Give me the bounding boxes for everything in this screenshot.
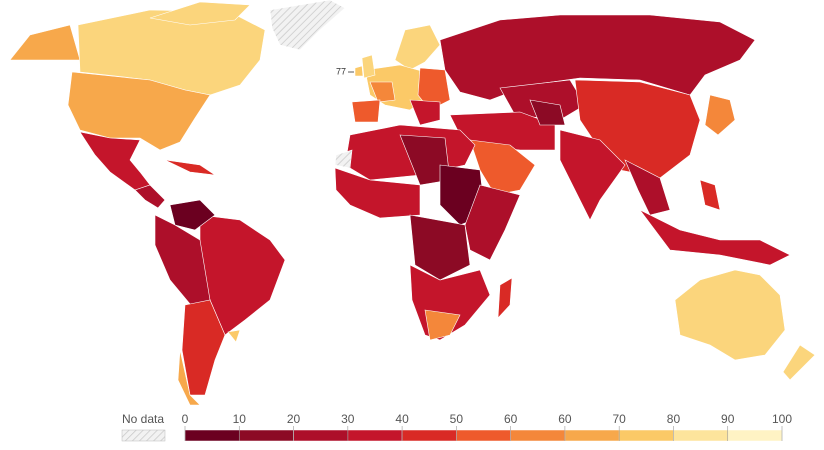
legend-swatch [347, 429, 403, 442]
philippines [699, 179, 721, 211]
legend-tick-label: 0 [182, 412, 189, 426]
caribbean [164, 159, 216, 176]
greenland [269, 0, 346, 51]
legend-swatch [184, 429, 240, 442]
legend-tick-label: 10 [233, 412, 247, 426]
central-america [134, 184, 166, 209]
balkans [409, 99, 441, 126]
legend-tick-label: 20 [287, 412, 301, 426]
legend: No data 0 10 20 30 40 50 60 60 70 80 90 100 [121, 412, 792, 442]
legend-swatch [673, 429, 728, 442]
legend-tick-label: 90 [721, 412, 735, 426]
japan [704, 94, 736, 136]
no-data-swatch [121, 429, 166, 442]
legend-swatch [401, 429, 457, 442]
south-africa [424, 309, 461, 341]
venezuela [169, 199, 216, 231]
legend-swatch [293, 429, 349, 442]
legend-tick-label: 40 [395, 412, 409, 426]
uruguay [227, 329, 241, 343]
central-asia [499, 79, 586, 121]
legend-swatch [618, 429, 674, 442]
no-data-label: No data [122, 412, 164, 426]
legend-swatch [456, 429, 511, 442]
legend-tick-label: 80 [667, 412, 681, 426]
central-africa [409, 214, 471, 281]
alaska [9, 24, 81, 61]
west-africa [334, 167, 421, 219]
southeast-asia [624, 159, 671, 216]
madagascar [497, 277, 513, 319]
france [369, 81, 396, 103]
legend-swatch [727, 429, 783, 442]
scandinavia [394, 24, 441, 71]
map-annotation: 77 [336, 66, 346, 76]
legend-swatch [510, 429, 566, 442]
legend-tick-label: 60 [558, 412, 572, 426]
mexico [79, 131, 151, 191]
uk [361, 54, 376, 79]
legend-swatch [564, 429, 620, 442]
india [559, 129, 626, 221]
new-zealand [782, 344, 816, 381]
afghanistan [529, 99, 566, 126]
legend-tick-label: 30 [341, 412, 355, 426]
countries [9, 0, 816, 406]
western-sahara [334, 149, 353, 169]
legend-tick-label: 60 [504, 412, 518, 426]
usa [67, 71, 211, 151]
indonesia [639, 209, 791, 266]
legend-swatch [239, 429, 294, 442]
legend-tick-label: 100 [772, 412, 792, 426]
legend-tick-label: 50 [450, 412, 464, 426]
iberia [351, 99, 381, 123]
australia [674, 269, 786, 361]
argentina [181, 299, 226, 396]
chile-south [177, 349, 201, 406]
ireland [354, 65, 364, 77]
russia [439, 14, 756, 101]
legend-tick-label: 70 [613, 412, 627, 426]
arctic-islands [149, 1, 251, 26]
